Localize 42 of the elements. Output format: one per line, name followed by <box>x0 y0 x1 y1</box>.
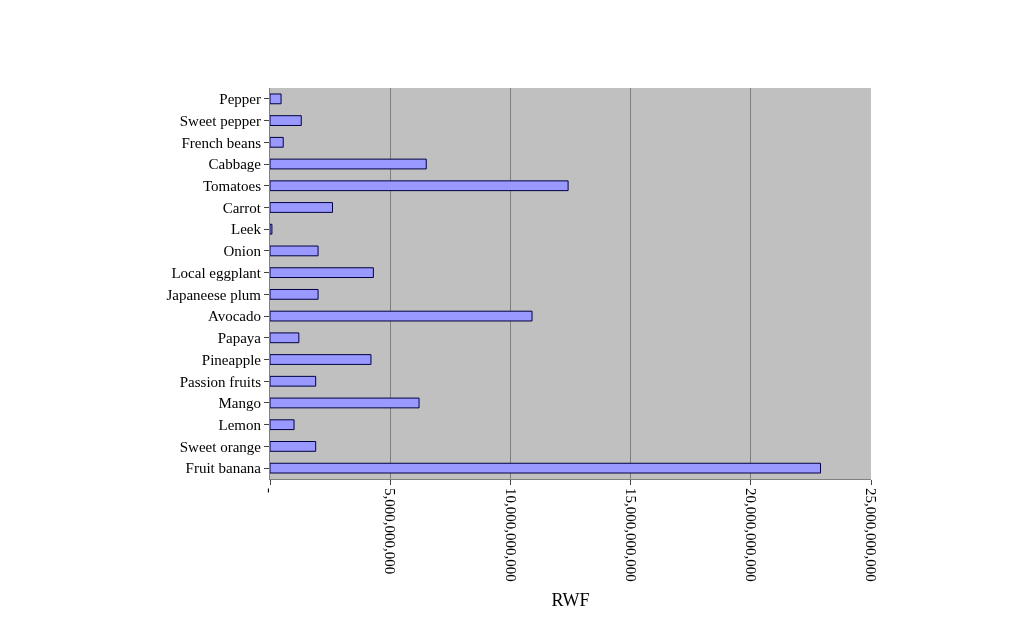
y-tick-label: Sweet pepper <box>179 112 261 129</box>
y-tick-label: Avocado <box>207 308 261 325</box>
x-tick-label: 25,000,000,000 <box>863 488 880 582</box>
y-tick-label: Carrot <box>222 199 262 216</box>
bar <box>270 375 317 387</box>
bar <box>270 202 333 213</box>
bar <box>270 136 284 148</box>
x-tick-label: - <box>262 488 279 493</box>
y-tick-label: Onion <box>223 243 262 260</box>
x-tick-label: 15,000,000,000 <box>622 488 639 582</box>
y-tick-label: Papaya <box>217 330 262 347</box>
y-tick-label: Pineapple <box>201 351 262 368</box>
y-tick-label: Passion fruits <box>179 373 262 390</box>
x-tick-label: 20,000,000,000 <box>742 488 759 582</box>
bar <box>270 267 374 279</box>
y-tick-label: Tomatoes <box>202 178 262 194</box>
y-tick-label: Sweet orange <box>179 438 262 455</box>
bar <box>270 397 420 409</box>
bar <box>270 158 427 170</box>
bar <box>270 462 822 474</box>
bar <box>270 419 295 431</box>
x-axis-title: RWF <box>551 589 590 610</box>
y-tick-label: French beans <box>181 134 262 151</box>
bar <box>270 354 372 365</box>
bar <box>270 93 282 105</box>
y-tick-label: Mango <box>218 395 261 412</box>
y-tick-label: Japaneese plum <box>166 286 262 303</box>
y-tick-label: Pepper <box>219 91 261 108</box>
y-tick-label: Lemon <box>218 416 262 433</box>
bar <box>270 310 533 322</box>
bar <box>270 115 302 126</box>
y-tick-label: Leek <box>231 221 262 238</box>
bar <box>270 441 317 452</box>
bar <box>270 245 319 257</box>
bar <box>270 332 300 344</box>
bar <box>270 288 319 300</box>
y-tick-label: Fruit banana <box>185 460 262 477</box>
y-tick-label: Local eggplant <box>171 264 262 281</box>
x-tick-label: 10,000,000,000 <box>502 488 519 582</box>
bar <box>270 180 569 192</box>
y-tick-label: Cabbage <box>208 156 262 173</box>
x-tick-label: 5,000,000,000 <box>382 488 399 575</box>
